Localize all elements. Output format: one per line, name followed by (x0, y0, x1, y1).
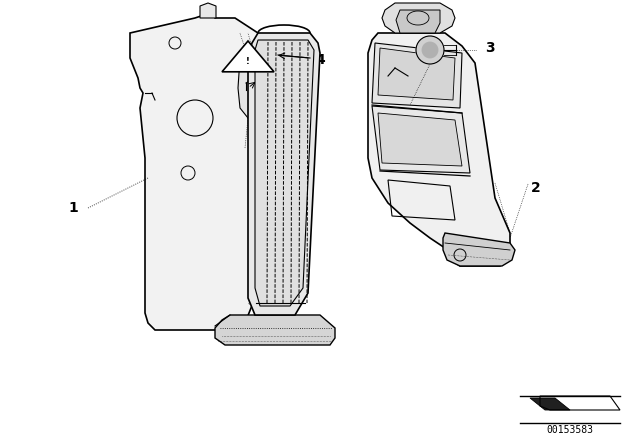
Polygon shape (396, 10, 440, 33)
Text: !: ! (246, 56, 250, 65)
Polygon shape (443, 233, 515, 266)
Polygon shape (378, 113, 462, 166)
Text: 00153583: 00153583 (547, 425, 593, 435)
Circle shape (416, 36, 444, 64)
Polygon shape (378, 48, 455, 100)
Polygon shape (222, 41, 274, 72)
Polygon shape (238, 58, 268, 118)
Polygon shape (130, 13, 268, 330)
Polygon shape (372, 106, 470, 173)
Polygon shape (382, 3, 455, 33)
Text: 1: 1 (68, 201, 78, 215)
Polygon shape (372, 43, 462, 108)
Text: 3: 3 (485, 41, 495, 55)
Polygon shape (248, 33, 320, 315)
Polygon shape (200, 3, 216, 18)
Text: 4: 4 (315, 53, 325, 67)
Polygon shape (368, 33, 510, 266)
Circle shape (422, 42, 438, 58)
Text: 2: 2 (531, 181, 541, 195)
Polygon shape (530, 398, 570, 410)
Polygon shape (255, 40, 314, 306)
Polygon shape (215, 315, 335, 345)
